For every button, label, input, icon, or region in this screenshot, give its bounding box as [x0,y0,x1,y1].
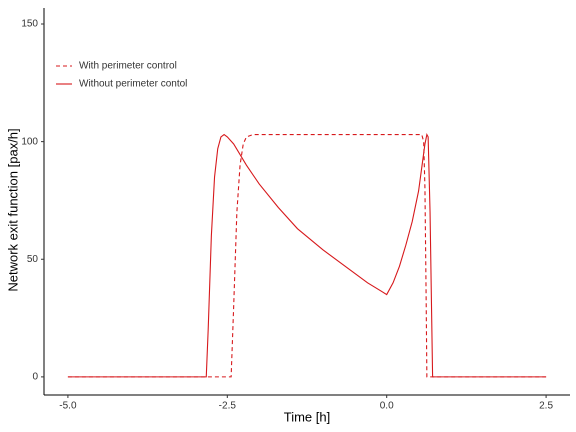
y-tick-label: 150 [21,19,38,30]
legend-label: Without perimeter contol [79,79,187,90]
y-axis-label: Network exit function [pax/h] [5,128,20,291]
legend-label: With perimeter control [79,61,177,72]
x-tick-label: 0.0 [380,401,394,412]
line [67,134,547,378]
y-tick-label: 100 [21,136,38,147]
x-tick-label: -2.5 [219,401,237,412]
x-axis-label: Time [h] [284,409,330,424]
x-tick-label: 2.5 [539,401,553,412]
y-tick-label: 50 [27,254,39,265]
y-tick-label: 0 [32,372,38,383]
line [67,132,547,378]
x-tick-label: -5.0 [59,401,77,412]
